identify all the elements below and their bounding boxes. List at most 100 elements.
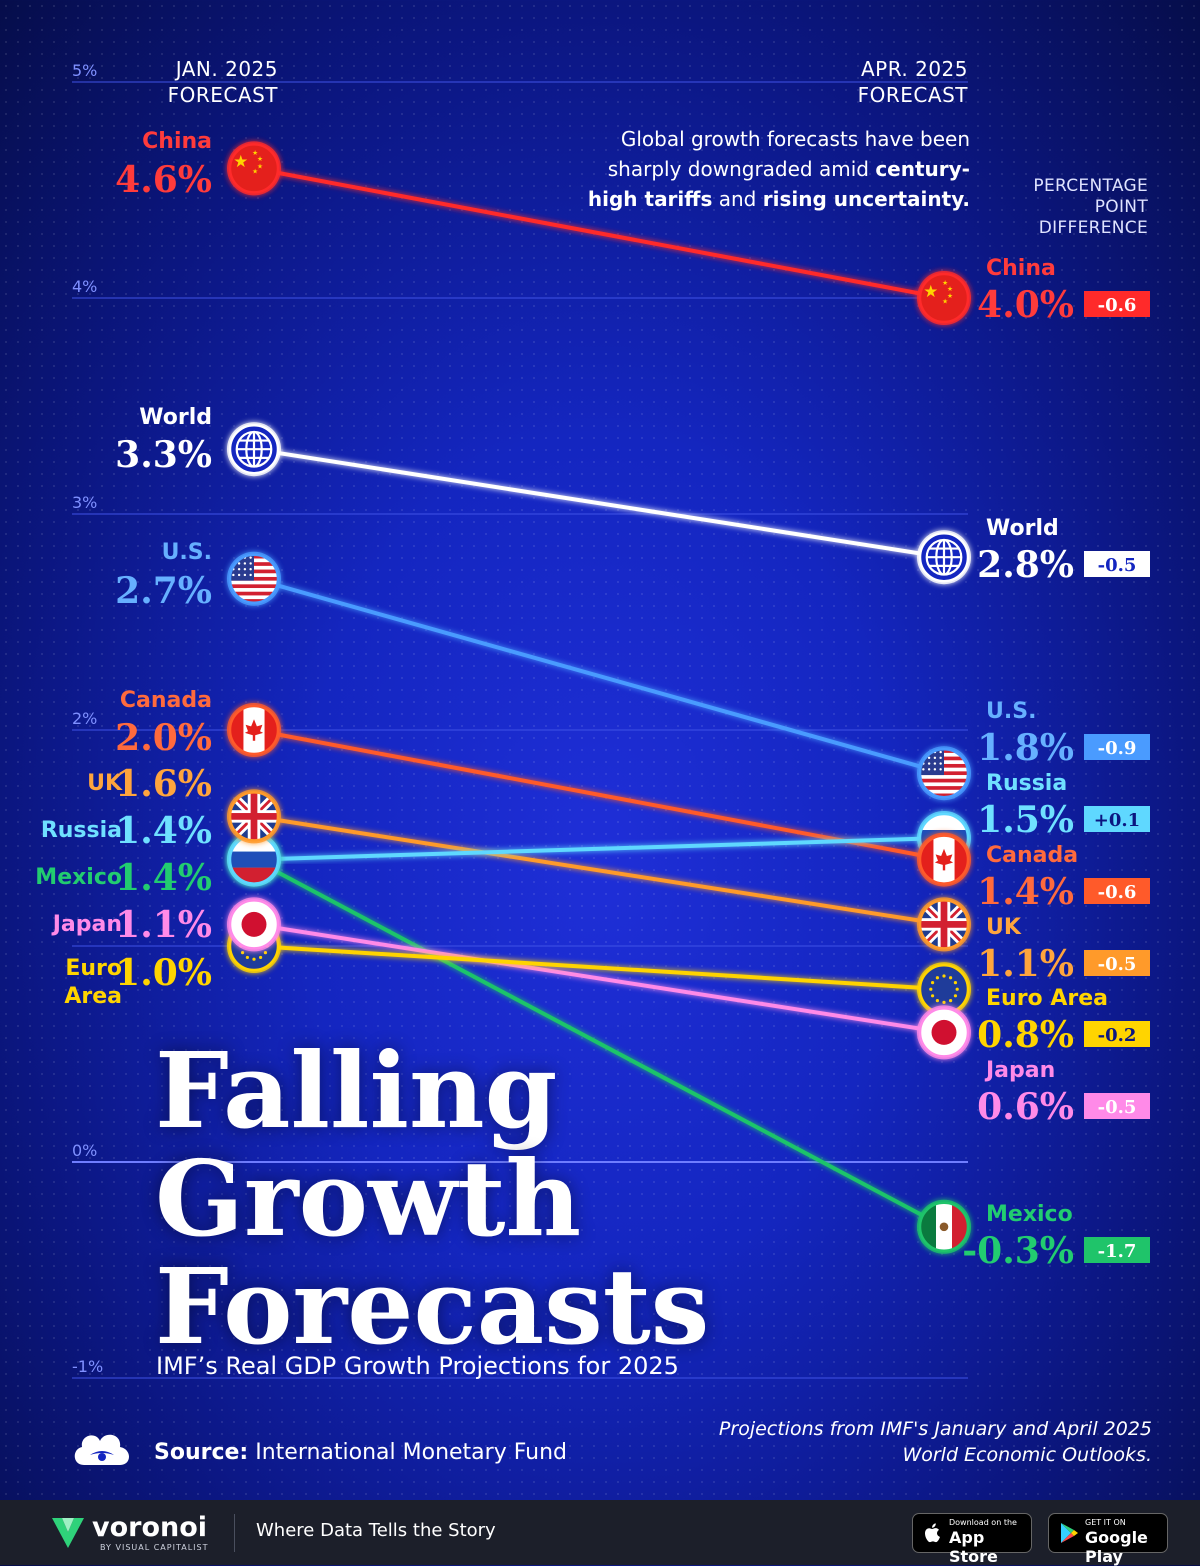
left-series-value: 1.1% bbox=[115, 904, 212, 946]
y-tick-label: 2% bbox=[72, 709, 97, 728]
left-series-value: 1.4% bbox=[115, 810, 212, 852]
left-series-value: 2.0% bbox=[115, 717, 212, 759]
diff-badge-canada: -0.6 bbox=[1084, 878, 1150, 904]
right-label-uk: UK 1.1% -0.5 bbox=[977, 915, 1150, 985]
series-line-mexico bbox=[252, 857, 946, 1229]
left-series-value: 1.0% bbox=[115, 952, 212, 994]
left-label-japan: 1.1%Japan bbox=[51, 904, 212, 946]
diff-value: -0.5 bbox=[1098, 954, 1137, 975]
diff-value: -0.6 bbox=[1098, 882, 1137, 903]
source-text: International Monetary Fund bbox=[255, 1440, 568, 1465]
left-series-name: Mexico bbox=[35, 865, 122, 890]
intro-bold2: rising uncertainty. bbox=[762, 187, 970, 211]
svg-text:★: ★ bbox=[257, 162, 263, 170]
marker-china-apr: ★ ★★★★ bbox=[917, 271, 971, 325]
title-line-1: Falling bbox=[155, 1029, 558, 1152]
diff-label-line2: POINT bbox=[1094, 197, 1148, 217]
right-series-value: 1.1% bbox=[977, 943, 1074, 985]
app-store-button[interactable]: Download on the App Store bbox=[912, 1513, 1032, 1566]
svg-text:★: ★ bbox=[233, 151, 248, 171]
diff-value: -0.2 bbox=[1098, 1025, 1137, 1046]
apr-header-line2: FORECAST bbox=[857, 83, 968, 107]
right-series-value: 0.8% bbox=[977, 1014, 1074, 1056]
right-series-value: 4.0% bbox=[977, 284, 1074, 326]
right-label-japan: Japan 0.6% -0.5 bbox=[977, 1058, 1150, 1128]
right-series-name: China bbox=[986, 256, 1056, 281]
svg-text:★: ★ bbox=[252, 168, 258, 176]
marker-world-jan bbox=[227, 422, 281, 477]
brand-name: voronoi bbox=[92, 1512, 208, 1543]
svg-text:★: ★ bbox=[942, 279, 948, 287]
y-tick-label: 4% bbox=[72, 277, 97, 296]
diff-badge-uk: -0.5 bbox=[1084, 950, 1150, 976]
svg-text:★: ★ bbox=[947, 292, 953, 300]
diff-label-line3: DIFFERENCE bbox=[1038, 218, 1148, 238]
voronoi-logo-icon bbox=[52, 1518, 84, 1548]
marker-china-jan: ★ ★★★★ bbox=[227, 141, 281, 196]
google-play-button[interactable]: GET IT ON Google Play bbox=[1048, 1513, 1168, 1566]
right-series-value: 1.4% bbox=[977, 871, 1074, 913]
diff-badge-world: -0.5 bbox=[1084, 551, 1150, 577]
marker-japan-jan bbox=[227, 897, 281, 952]
diff-badge-russia: +0.1 bbox=[1084, 806, 1150, 832]
left-label-us: U.S. 2.7% bbox=[115, 540, 212, 612]
series-line-japan bbox=[252, 922, 946, 1035]
series-line-eu bbox=[252, 944, 946, 992]
left-series-name: UK bbox=[87, 771, 123, 796]
title-line-3: Forecasts bbox=[155, 1245, 710, 1368]
right-label-russia: Russia 1.5% +0.1 bbox=[977, 771, 1150, 841]
right-series-name: Japan bbox=[984, 1058, 1055, 1083]
diff-value: -0.5 bbox=[1098, 1097, 1137, 1118]
diff-value: -0.9 bbox=[1098, 738, 1137, 759]
marker-us-apr bbox=[917, 746, 971, 801]
right-label-eu: Euro Area 0.8% -0.2 bbox=[977, 986, 1150, 1056]
visual-capitalist-logo-icon bbox=[74, 1434, 129, 1465]
y-tick-label: -1% bbox=[72, 1357, 103, 1376]
right-series-name: U.S. bbox=[986, 699, 1036, 724]
footer-divider bbox=[234, 1514, 235, 1552]
footer-bar: voronoi BY VISUAL CAPITALIST Where Data … bbox=[0, 1500, 1200, 1566]
left-series-name: Euro bbox=[65, 956, 122, 981]
source-label: Source: bbox=[154, 1440, 249, 1465]
left-series-name: Japan bbox=[51, 912, 122, 937]
marker-canada-apr bbox=[917, 832, 971, 887]
series-line-china bbox=[252, 166, 946, 300]
note-line2: World Economic Outlooks. bbox=[902, 1444, 1152, 1466]
projection-note: Projections from IMF's January and April… bbox=[640, 1416, 1152, 1468]
tagline: Where Data Tells the Story bbox=[256, 1520, 496, 1541]
right-series-name: Russia bbox=[986, 771, 1067, 796]
apple-icon bbox=[925, 1523, 940, 1543]
right-series-name: Mexico bbox=[986, 1202, 1073, 1227]
diff-value: -0.6 bbox=[1098, 295, 1137, 316]
marker-us-jan bbox=[227, 551, 281, 606]
intro-text: Global growth forecasts have been sharpl… bbox=[560, 124, 970, 214]
marker-mexico-apr bbox=[917, 1199, 971, 1254]
left-series-name: U.S. bbox=[162, 540, 212, 565]
left-label-world: World 3.3% bbox=[115, 405, 212, 476]
note-line1: Projections from IMF's January and April… bbox=[718, 1418, 1152, 1440]
left-series-name: China bbox=[142, 129, 212, 154]
series-line-russia bbox=[252, 836, 946, 862]
app-store-big-text: App Store bbox=[949, 1528, 998, 1566]
brand-subtitle: BY VISUAL CAPITALIST bbox=[100, 1543, 209, 1552]
diff-value: +0.1 bbox=[1094, 810, 1140, 831]
diff-badge-mexico: -1.7 bbox=[1084, 1237, 1150, 1263]
left-label-canada: Canada 2.0% bbox=[115, 688, 212, 759]
right-series-value: -0.3% bbox=[962, 1230, 1074, 1272]
diff-badge-eu: -0.2 bbox=[1084, 1021, 1150, 1047]
series-line-canada bbox=[252, 728, 946, 862]
marker-uk-jan bbox=[227, 789, 281, 844]
difference-column-header: PERCENTAGE POINT DIFFERENCE bbox=[990, 176, 1148, 239]
left-series-name: Canada bbox=[120, 688, 212, 713]
slope-chart: 5%4%3%2%0%-1% ★ ★★★★★ ★★★★ China4.6%China4… bbox=[35, 61, 1150, 1379]
y-tick-label: 3% bbox=[72, 493, 97, 512]
left-label-russia: 1.4%Russia bbox=[41, 810, 212, 852]
right-label-us: U.S. 1.8% -0.9 bbox=[977, 699, 1150, 769]
diff-badge-japan: -0.5 bbox=[1084, 1093, 1150, 1119]
diff-value: -0.5 bbox=[1098, 555, 1137, 576]
right-label-world: World 2.8% -0.5 bbox=[977, 516, 1150, 586]
right-series-name: World bbox=[986, 516, 1059, 541]
right-label-mexico: Mexico -0.3% -1.7 bbox=[962, 1202, 1150, 1272]
svg-text:★: ★ bbox=[252, 149, 258, 157]
left-label-uk: 1.6%UK bbox=[87, 763, 212, 805]
